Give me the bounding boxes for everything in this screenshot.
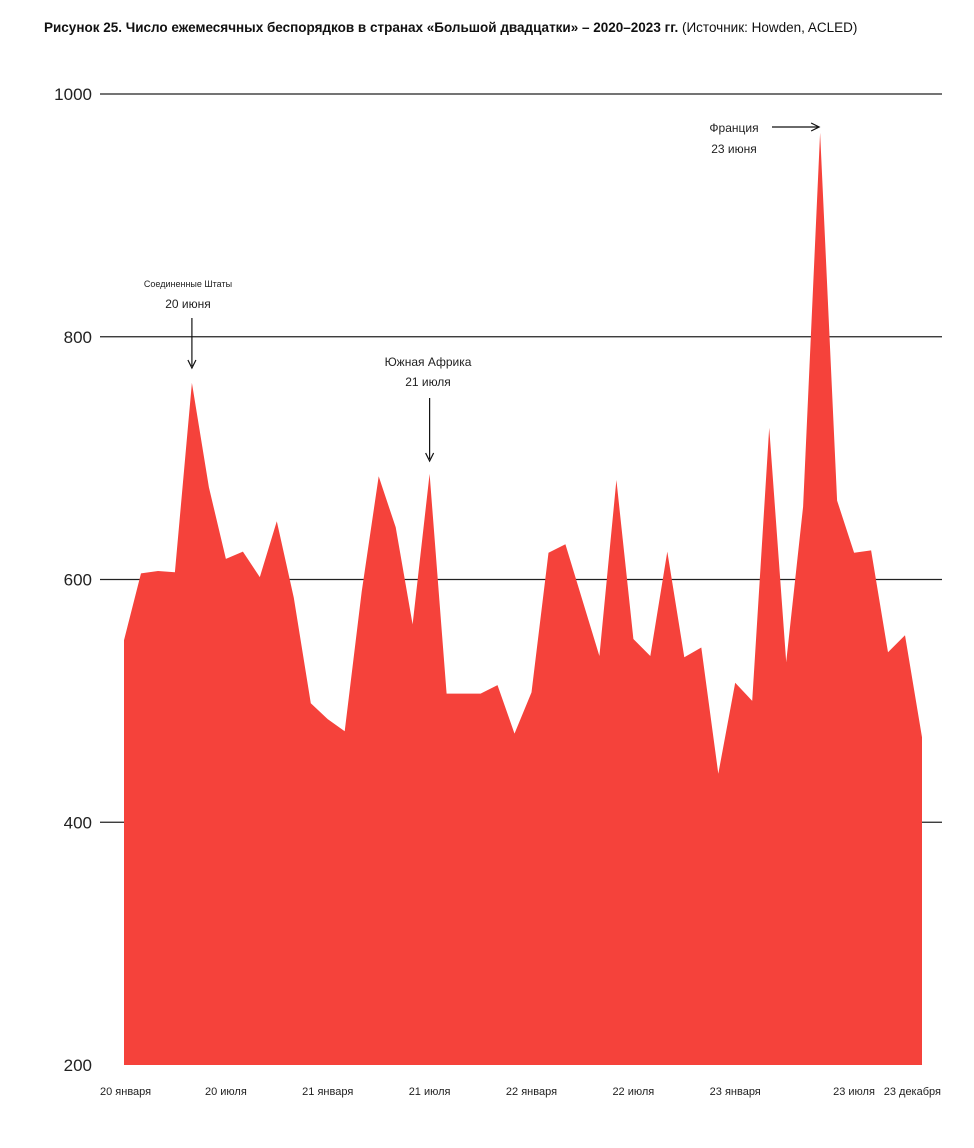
y-tick-label: 800	[64, 328, 92, 347]
annotation-date: 20 июня	[165, 297, 211, 311]
x-tick-label: 20 января	[100, 1086, 151, 1098]
y-tick-label: 200	[64, 1056, 92, 1075]
y-axis-ticks: 200 400 600 800 1000	[54, 85, 92, 1075]
arrow-head	[187, 359, 197, 370]
annotation-date: 21 июля	[405, 375, 451, 389]
annotation-label: Франция	[709, 121, 758, 135]
area-series	[123, 132, 923, 1066]
x-tick-label: 21 июля	[409, 1086, 451, 1098]
annotation-date: 23 июня	[711, 142, 757, 156]
y-tick-label: 600	[64, 571, 92, 590]
x-tick-label: 20 июля	[205, 1086, 247, 1098]
title-text: Рисунок 25. Число ежемесячных беспорядко…	[44, 20, 679, 35]
x-tick-label: 23 декабря	[884, 1086, 941, 1098]
x-tick-label: 21 января	[302, 1086, 353, 1098]
x-tick-label: 23 июля	[833, 1086, 875, 1098]
y-tick-label: 1000	[54, 85, 92, 104]
x-tick-label: 22 января	[506, 1086, 557, 1098]
title-source: (Источник: Howden, ACLED)	[681, 20, 858, 35]
arrow-head	[425, 452, 435, 463]
annotation-label: Соединенные Штаты	[144, 279, 232, 289]
arrow-head	[810, 122, 821, 132]
area-fill	[124, 132, 922, 1066]
y-tick-label: 400	[64, 813, 92, 832]
x-tick-label: 22 июля	[612, 1086, 654, 1098]
annotations: Соединенные Штаты 20 июня Южная Африка 21 и…	[144, 121, 821, 463]
annotation-label: Южная Африка	[385, 355, 472, 369]
x-axis-ticks: 20 января 20 июля 21 января 21 июля 22 январ…	[100, 1086, 941, 1098]
x-tick-label: 23 января	[710, 1086, 761, 1098]
chart-title: Рисунок 25. Число ежемесячных беспорядко…	[44, 14, 924, 42]
